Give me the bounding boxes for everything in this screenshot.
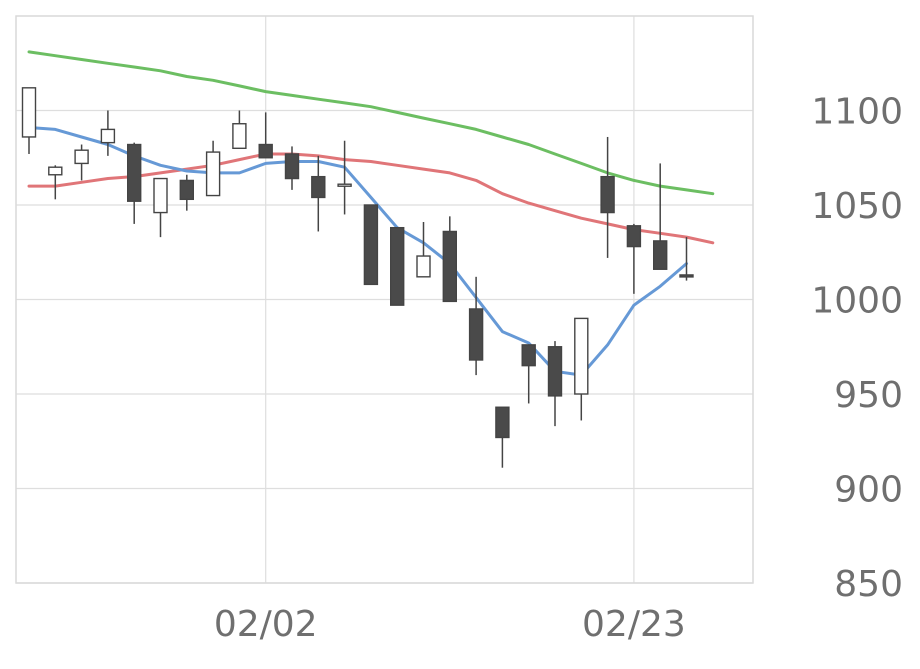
candle <box>416 222 431 278</box>
candle-body-down <box>626 225 642 248</box>
y-tick-label: 900 <box>834 470 903 511</box>
candle-body-up <box>205 151 221 197</box>
y-tick-label: 950 <box>834 375 903 416</box>
candle <box>337 140 352 215</box>
candle <box>521 344 536 404</box>
candle <box>311 155 326 232</box>
candle-body-up <box>574 317 589 395</box>
candle-body-up <box>74 149 89 165</box>
candle-body-up <box>232 123 247 150</box>
candle <box>442 216 457 303</box>
candle-body-down <box>653 240 668 270</box>
candle-body-down <box>179 179 195 201</box>
candle-body-down <box>600 175 615 214</box>
candle-body-down <box>521 344 536 367</box>
candle-body-down <box>363 204 379 286</box>
candle-body-down <box>442 230 457 303</box>
candle <box>468 276 484 376</box>
candle <box>626 223 642 294</box>
candle <box>679 237 694 281</box>
candle-body-down <box>284 153 300 180</box>
candle <box>74 144 89 181</box>
candle <box>100 110 116 156</box>
candle-body-down <box>311 175 326 199</box>
candle-body-down <box>390 226 405 306</box>
x-axis-tick-labels: 02/02 02/23 <box>214 604 686 645</box>
candle <box>21 87 37 154</box>
candle <box>179 174 195 211</box>
candle-body-up <box>21 87 37 138</box>
y-tick-label: 850 <box>834 564 903 605</box>
candle <box>48 165 63 200</box>
plot-frame <box>15 15 754 584</box>
y-tick-label: 1000 <box>811 281 903 322</box>
candle <box>390 226 405 306</box>
x-tick-label: 02/02 <box>214 604 318 645</box>
candle <box>232 110 247 150</box>
candle-body-up <box>337 183 352 187</box>
candle-body-down <box>547 346 563 397</box>
candle <box>547 341 563 427</box>
candle-body-up <box>416 255 431 278</box>
candle-body-down <box>495 406 510 439</box>
x-tick-label: 02/23 <box>582 604 686 645</box>
candle <box>653 163 668 270</box>
candle-body-down <box>468 308 484 361</box>
candle <box>153 177 168 238</box>
series-line <box>27 50 715 196</box>
y-tick-label: 1050 <box>811 186 903 227</box>
candle <box>258 112 273 159</box>
candle <box>495 406 510 468</box>
candle <box>574 317 589 421</box>
candle-body-down <box>679 274 694 278</box>
candle-body-up <box>100 128 116 144</box>
candles <box>21 87 694 468</box>
series-line <box>27 152 715 245</box>
candle-body-down <box>126 143 142 202</box>
candle <box>205 140 221 197</box>
candle-body-down <box>258 143 273 159</box>
y-tick-label: 1100 <box>811 92 903 133</box>
candle <box>284 146 300 190</box>
candle-body-up <box>48 166 63 176</box>
candle <box>600 136 615 258</box>
candle <box>363 204 379 286</box>
y-axis-tick-labels: 850 900 950 1000 1050 1100 <box>811 92 903 606</box>
candle <box>126 142 142 224</box>
candle-body-up <box>153 177 168 214</box>
